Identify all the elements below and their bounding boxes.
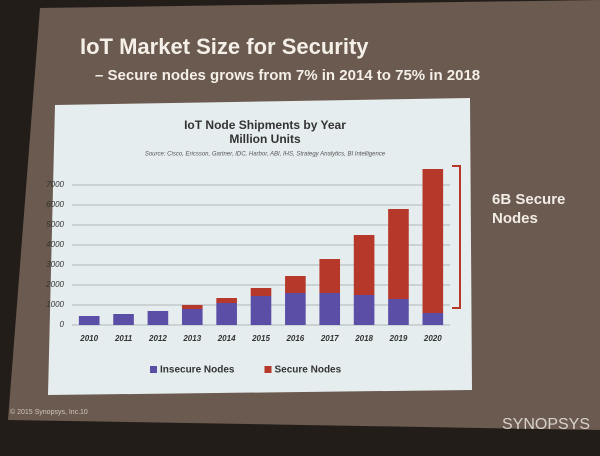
legend-swatch bbox=[264, 366, 272, 373]
y-tick-label: 7000 bbox=[46, 180, 64, 189]
page-number: 10 bbox=[80, 409, 88, 416]
bar-segment bbox=[422, 169, 444, 313]
bar-segment bbox=[422, 313, 444, 325]
annotation: 6B Secure Nodes bbox=[492, 191, 566, 227]
bar-segment bbox=[388, 299, 409, 325]
legend-swatch bbox=[150, 366, 157, 373]
bar-segment bbox=[388, 209, 409, 299]
legend-label: Insecure Nodes bbox=[160, 365, 235, 376]
y-tick-label: 2000 bbox=[45, 280, 64, 289]
bar-segment bbox=[285, 293, 306, 325]
x-tick-label: 2010 bbox=[79, 334, 98, 343]
bar-segment bbox=[285, 276, 306, 293]
bar-segment bbox=[250, 288, 272, 296]
y-tick-label: 4000 bbox=[46, 240, 64, 249]
bar-segment bbox=[113, 314, 134, 325]
x-tick-label: 2020 bbox=[423, 334, 442, 343]
y-tick-label: 5000 bbox=[46, 220, 64, 229]
bar-segment bbox=[181, 309, 203, 325]
slide-title: IoT Market Size for Security bbox=[80, 34, 369, 59]
bar-segment bbox=[216, 303, 237, 325]
x-tick-label: 2018 bbox=[354, 334, 373, 343]
y-tick-label: 1000 bbox=[46, 300, 64, 309]
bracket bbox=[452, 165, 461, 309]
x-tick-label: 2013 bbox=[182, 334, 201, 343]
x-tick-label: 2017 bbox=[320, 334, 339, 343]
chart-subtitle: Million Units bbox=[229, 132, 301, 146]
bar-segment bbox=[147, 311, 169, 325]
y-tick-label: 6000 bbox=[46, 200, 64, 209]
x-tick-label: 2019 bbox=[389, 334, 408, 343]
y-tick-label: 0 bbox=[60, 320, 65, 329]
slide-subtitle: – Secure nodes grows from 7% in 2014 to … bbox=[95, 67, 480, 84]
chart-source: Source: Cisco, Ericsson, Gartner, IDC, H… bbox=[145, 152, 386, 158]
x-tick-label: 2011 bbox=[114, 334, 133, 343]
chart-title: IoT Node Shipments by Year bbox=[184, 118, 346, 132]
bar-segment bbox=[353, 295, 375, 325]
x-tick-label: 2016 bbox=[285, 334, 304, 343]
bar-segment bbox=[319, 293, 341, 325]
x-tick-label: 2012 bbox=[148, 334, 167, 343]
x-tick-label: 2014 bbox=[217, 334, 236, 343]
bar-segment bbox=[216, 298, 237, 303]
bar-segment bbox=[181, 305, 203, 309]
logo: SYNOPSYS bbox=[502, 416, 590, 433]
legend-label: Secure Nodes bbox=[274, 365, 341, 376]
bar-segment bbox=[250, 296, 272, 325]
bar-segment bbox=[353, 235, 375, 295]
bar-segment bbox=[78, 316, 100, 325]
y-tick-label: 3000 bbox=[46, 260, 64, 269]
x-tick-label: 2015 bbox=[251, 334, 270, 343]
footer: © 2015 Synopsys, Inc. bbox=[10, 408, 80, 416]
bar-segment bbox=[319, 259, 341, 293]
